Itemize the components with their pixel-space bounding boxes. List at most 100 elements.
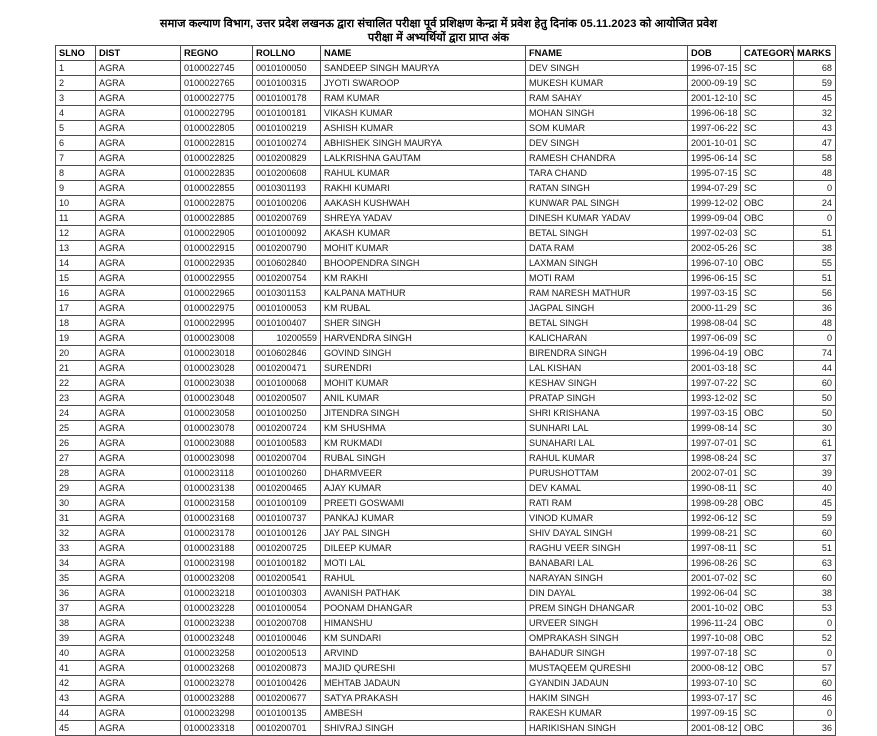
cell-dist: AGRA (95, 150, 181, 166)
cell-regno: 0100023158 (180, 495, 253, 511)
cell-slno: 18 (55, 315, 96, 331)
cell-marks: 47 (793, 135, 836, 151)
cell-slno: 14 (55, 255, 96, 271)
cell-category: SC (740, 570, 794, 586)
cell-fname: DIN DAYAL (525, 585, 688, 601)
cell-category: SC (740, 105, 794, 121)
cell-regno: 0100023098 (180, 450, 253, 466)
cell-fname: KESHAV SINGH (525, 375, 688, 391)
cell-dob: 2001-03-18 (687, 360, 741, 376)
cell-slno: 11 (55, 210, 96, 226)
cell-regno: 0100023228 (180, 600, 253, 616)
cell-dist: AGRA (95, 330, 181, 346)
cell-category: SC (740, 585, 794, 601)
cell-marks: 45 (793, 495, 836, 511)
cell-name: LALKRISHNA GAUTAM (320, 150, 526, 166)
cell-dist: AGRA (95, 465, 181, 481)
cell-marks: 56 (793, 285, 836, 301)
cell-slno: 35 (55, 570, 96, 586)
cell-fname: JAGPAL SINGH (525, 300, 688, 316)
cell-marks: 0 (793, 705, 836, 721)
cell-fname: MOHAN SINGH (525, 105, 688, 121)
cell-regno: 0100023298 (180, 705, 253, 721)
cell-category: SC (740, 135, 794, 151)
cell-name: RAHUL (320, 570, 526, 586)
cell-marks: 24 (793, 195, 836, 211)
table-row: 25 AGRA 0100023078 0010200724 KM SHUSHMA SUNH… (55, 420, 836, 436)
cell-rollno: 0010200507 (252, 390, 321, 406)
cell-dist: AGRA (95, 525, 181, 541)
cell-rollno: 0010100303 (252, 585, 321, 601)
table-row: 26 AGRA 0100023088 0010100583 KM RUKMADI SUNA… (55, 435, 836, 451)
table-row: 40 AGRA 0100023258 0010200513 ARVIND BAHADUR … (55, 645, 836, 661)
cell-marks: 38 (793, 585, 836, 601)
cell-category: SC (740, 510, 794, 526)
cell-name: KM SUNDARI (320, 630, 526, 646)
cell-rollno: 0010100046 (252, 630, 321, 646)
cell-regno: 0100023198 (180, 555, 253, 571)
table-row: 34 AGRA 0100023198 0010100182 MOTI LAL BANABA… (55, 555, 836, 571)
cell-name: KM RAKHI (320, 270, 526, 286)
cell-category: OBC (740, 345, 794, 361)
cell-regno: 0100022745 (180, 60, 253, 76)
cell-dist: AGRA (95, 450, 181, 466)
table-row: 3 AGRA 0100022775 0010100178 RAM KUMAR RAM SA… (55, 90, 836, 106)
cell-marks: 0 (793, 210, 836, 226)
cell-regno: 0100023018 (180, 345, 253, 361)
cell-rollno: 0010602840 (252, 255, 321, 271)
cell-dist: AGRA (95, 165, 181, 181)
cell-dob: 1993-07-10 (687, 675, 741, 691)
cell-name: RAKHI KUMARI (320, 180, 526, 196)
cell-regno: 0100023118 (180, 465, 253, 481)
cell-marks: 45 (793, 90, 836, 106)
cell-marks: 57 (793, 660, 836, 676)
cell-rollno: 0010301153 (252, 285, 321, 301)
cell-regno: 0100022765 (180, 75, 253, 91)
cell-fname: MOTI RAM (525, 270, 688, 286)
cell-rollno: 0010100068 (252, 375, 321, 391)
cell-name: SURENDRI (320, 360, 526, 376)
table-row: 8 AGRA 0100022835 0010200608 RAHUL KUMAR TARA… (55, 165, 836, 181)
cell-dob: 1992-06-04 (687, 585, 741, 601)
cell-dist: AGRA (95, 75, 181, 91)
column-header-fname: FNAME (525, 45, 688, 61)
table-row: 39 AGRA 0100023248 0010100046 KM SUNDARI OMPR… (55, 630, 836, 646)
cell-marks: 63 (793, 555, 836, 571)
cell-dob: 1996-07-10 (687, 255, 741, 271)
cell-dob: 1999-12-02 (687, 195, 741, 211)
cell-marks: 44 (793, 360, 836, 376)
table-row: 1 AGRA 0100022745 0010100050 SANDEEP SINGH M… (55, 60, 836, 76)
column-header-dist: DIST (95, 45, 181, 61)
cell-name: SHER SINGH (320, 315, 526, 331)
cell-dob: 1996-07-15 (687, 60, 741, 76)
cell-marks: 50 (793, 405, 836, 421)
cell-name: HIMANSHU (320, 615, 526, 631)
table-row: 45 AGRA 0100023318 0010200701 SHIVRAJ SINGH H… (55, 720, 836, 736)
cell-dist: AGRA (95, 690, 181, 706)
cell-regno: 0100023048 (180, 390, 253, 406)
table-row: 24 AGRA 0100023058 0010100250 JITENDRA SINGH… (55, 405, 836, 421)
cell-dist: AGRA (95, 60, 181, 76)
cell-marks: 59 (793, 75, 836, 91)
table-row: 9 AGRA 0100022855 0010301193 RAKHI KUMARI RAT… (55, 180, 836, 196)
cell-rollno: 0010100250 (252, 405, 321, 421)
cell-fname: RAMESH CHANDRA (525, 150, 688, 166)
cell-dist: AGRA (95, 480, 181, 496)
cell-dist: AGRA (95, 105, 181, 121)
cell-rollno: 0010200725 (252, 540, 321, 556)
cell-slno: 3 (55, 90, 96, 106)
cell-dob: 1994-07-29 (687, 180, 741, 196)
cell-regno: 0100023208 (180, 570, 253, 586)
cell-dob: 2001-08-12 (687, 720, 741, 736)
cell-fname: PRATAP SINGH (525, 390, 688, 406)
cell-dist: AGRA (95, 405, 181, 421)
cell-marks: 30 (793, 420, 836, 436)
cell-fname: BETAL SINGH (525, 315, 688, 331)
document-page: समाज कल्याण विभाग, उत्तर प्रदेश लखनऊ द्व… (55, 18, 836, 736)
cell-name: JAY PAL SINGH (320, 525, 526, 541)
cell-marks: 55 (793, 255, 836, 271)
cell-category: OBC (740, 630, 794, 646)
cell-marks: 60 (793, 570, 836, 586)
cell-dob: 1997-03-15 (687, 405, 741, 421)
cell-dist: AGRA (95, 300, 181, 316)
